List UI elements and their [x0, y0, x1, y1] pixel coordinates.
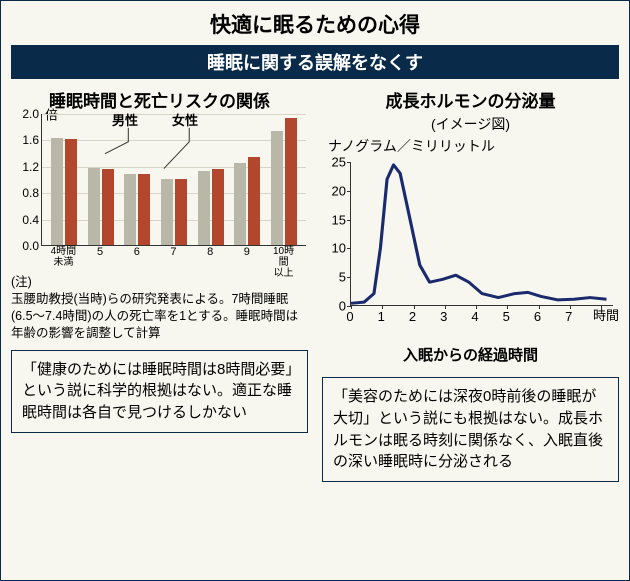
- line-xtick: 5: [503, 309, 510, 324]
- bar-xlabel: 4時間未満: [50, 246, 76, 264]
- line-xtick: 7: [565, 309, 572, 324]
- bar-chart-note: (注) 玉腰助教授(当時)らの研究発表による。7時間睡眠(6.5〜7.4時間)の…: [11, 274, 308, 342]
- right-y-unit: ナノグラム／ミリリットル: [328, 136, 619, 156]
- bar-ytick: 0.0: [11, 239, 39, 253]
- line-chart-xlabel: 入眠からの経過時間: [322, 344, 619, 365]
- bar-ytick: 0.4: [11, 213, 39, 227]
- bar-chart: 0.00.40.81.21.62.0倍 男性 女性 4時間未満5678910時間…: [11, 114, 308, 264]
- right-callout: 「美容のためには深夜0時前後の睡眠が大切」という説にも根拠はない。成長ホルモンは…: [322, 377, 619, 482]
- bar-ytick: 2.0: [11, 107, 39, 121]
- right-column: 成長ホルモンの分泌量 (イメージ図) ナノグラム／ミリリットル 05101520…: [322, 87, 619, 482]
- bar-xlabel: 7: [160, 246, 186, 264]
- bar-xlabel: 5: [87, 246, 113, 264]
- bar-ytick: 1.2: [11, 160, 39, 174]
- line-ytick: 15: [322, 212, 346, 227]
- line-xtick: 3: [440, 309, 447, 324]
- line-ytick: 5: [322, 270, 346, 285]
- legend-connector: [42, 114, 306, 245]
- line-xtick: 1: [378, 309, 385, 324]
- line-chart: 0 5 10 15 20 25 0 1 2 3 4 5 6 7 時間: [322, 158, 619, 338]
- columns: 睡眠時間と死亡リスクの関係 0.00.40.81.21.62.0倍 男性 女性 …: [11, 87, 619, 482]
- bar-ytick: 0.8: [11, 186, 39, 200]
- bar-ytick: 1.6: [11, 133, 39, 147]
- bar-chart-plot: 男性 女性: [41, 114, 306, 246]
- x-unit-label: 時間: [593, 305, 619, 324]
- line-ytick: 0: [322, 299, 346, 314]
- line-xtick: 2: [409, 309, 416, 324]
- line-ytick: 20: [322, 183, 346, 198]
- line-ytick: 25: [322, 155, 346, 170]
- line-xtick: 6: [534, 309, 541, 324]
- left-column: 睡眠時間と死亡リスクの関係 0.00.40.81.21.62.0倍 男性 女性 …: [11, 87, 308, 482]
- note-prefix: (注): [11, 275, 32, 289]
- line-chart-plot: [350, 162, 613, 306]
- bar-xlabel: 8: [197, 246, 223, 264]
- left-callout: 「健康のためには睡眠時間は8時間必要」という説に科学的根拠はない。適正な睡眠時間…: [11, 350, 308, 433]
- line-xtick: 4: [471, 309, 478, 324]
- right-chart-title: 成長ホルモンの分泌量: [322, 87, 619, 112]
- right-chart-subtitle: (イメージ図): [322, 114, 619, 134]
- hormone-curve: [351, 162, 613, 305]
- note-body: 玉腰助教授(当時)らの研究発表による。7時間睡眠(6.5〜7.4時間)の人の死亡…: [11, 292, 298, 340]
- section-banner: 睡眠に関する誤解をなくす: [11, 45, 619, 79]
- bar-xlabel: 10時間以上: [271, 246, 297, 264]
- bar-xlabel: 6: [124, 246, 150, 264]
- line-ytick: 10: [322, 241, 346, 256]
- page-title: 快適に眠るための心得: [11, 9, 619, 39]
- line-xtick: 0: [346, 309, 353, 324]
- bar-xlabel: 9: [234, 246, 260, 264]
